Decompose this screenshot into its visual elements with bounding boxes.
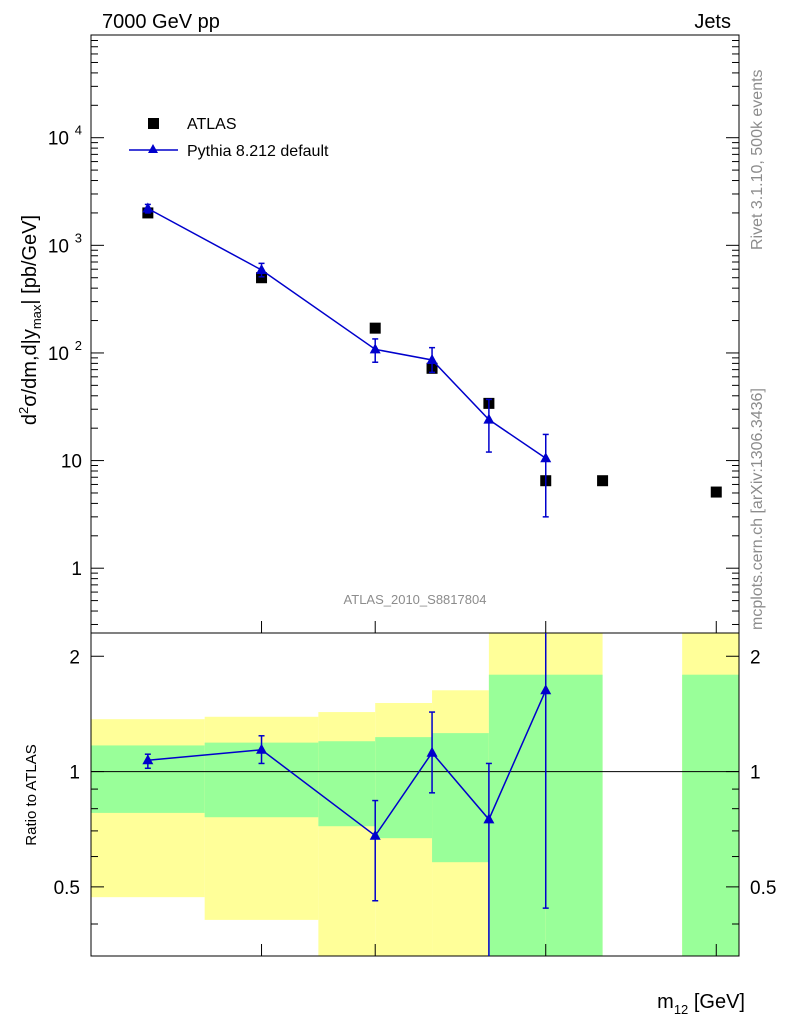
- mc-point: [483, 413, 495, 424]
- legend-data-marker: [148, 118, 159, 129]
- mc-point: [142, 202, 154, 213]
- ratio-mc-point: [256, 743, 268, 754]
- ratio-y-tick-label-right: 2: [750, 647, 761, 668]
- mc-point: [540, 452, 552, 463]
- analysis-label: ATLAS_2010_S8817804: [344, 592, 487, 607]
- ratio-band-inner: [545, 674, 603, 956]
- legend: ATLAS Pythia 8.212 default: [129, 116, 329, 160]
- ratio-band-inner: [682, 674, 739, 956]
- ratio-y-tick-label-left: 2: [69, 647, 80, 668]
- rivet-label: Rivet 3.1.10, 500k events: [749, 69, 766, 250]
- main-y-tick-exp: 3: [75, 230, 82, 245]
- ratio-y-tick-label-right: 1: [750, 763, 761, 784]
- main-y-tick-exp: 4: [75, 123, 82, 138]
- main-y-tick-label: 10: [48, 129, 69, 150]
- ratio-mc-point: [142, 754, 154, 765]
- mc-point: [256, 263, 268, 274]
- main-y-tick-label: 10: [48, 344, 69, 365]
- legend-data-label: ATLAS: [187, 116, 237, 133]
- atlas-point: [369, 322, 381, 334]
- mc-line: [147, 207, 547, 459]
- svg-text:d2σ/dm,d|ymax| [pb/GeV]: d2σ/dm,d|ymax| [pb/GeV]: [16, 215, 44, 425]
- ratio-band-inner: [432, 733, 489, 863]
- x-axis-label: m12 [GeV]: [657, 991, 745, 1017]
- ratio-mc-point: [483, 813, 495, 824]
- ratio-y-label: Ratio to ATLAS: [23, 744, 40, 845]
- mc-point: [369, 343, 381, 354]
- legend-mc-label: Pythia 8.212 default: [187, 143, 329, 160]
- main-y-tick-label: 1: [71, 559, 82, 580]
- ratio-plot: 2 2 1 1 0.5 0.5: [54, 632, 776, 957]
- main-y-label: d2σ/dm,d|ymax| [pb/GeV]: [16, 215, 44, 425]
- ratio-band-inner: [318, 741, 376, 827]
- ratio-mc-point: [369, 829, 381, 840]
- header-left: 7000 GeV pp: [102, 11, 220, 33]
- header-right: Jets: [694, 11, 731, 33]
- atlas-point: [597, 475, 609, 487]
- main-y-tick-label: 10: [48, 236, 69, 257]
- atlas-point: [710, 486, 722, 498]
- ratio-mc-point: [540, 684, 552, 695]
- mcplots-label: mcplots.cern.ch [arXiv:1306.3436]: [749, 388, 766, 630]
- ratio-frame: [90, 632, 740, 957]
- main-y-tick-exp: 2: [75, 338, 82, 353]
- atlas-point: [256, 272, 268, 284]
- ratio-mc-line: [147, 689, 547, 837]
- ratio-y-tick-label-left: 0.5: [54, 878, 80, 899]
- ratio-y-tick-label-left: 1: [69, 763, 80, 784]
- ratio-mc-point: [426, 746, 438, 757]
- ratio-y-tick-label-right: 0.5: [750, 878, 776, 899]
- mc-point: [426, 354, 438, 365]
- ratio-band-inner: [488, 674, 546, 956]
- legend-mc-marker: [148, 144, 158, 153]
- main-y-tick-label: 10: [61, 452, 82, 473]
